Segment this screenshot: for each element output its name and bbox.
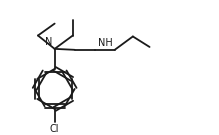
Text: N: N	[45, 37, 53, 47]
Text: Cl: Cl	[50, 124, 59, 134]
Text: NH: NH	[98, 38, 113, 48]
